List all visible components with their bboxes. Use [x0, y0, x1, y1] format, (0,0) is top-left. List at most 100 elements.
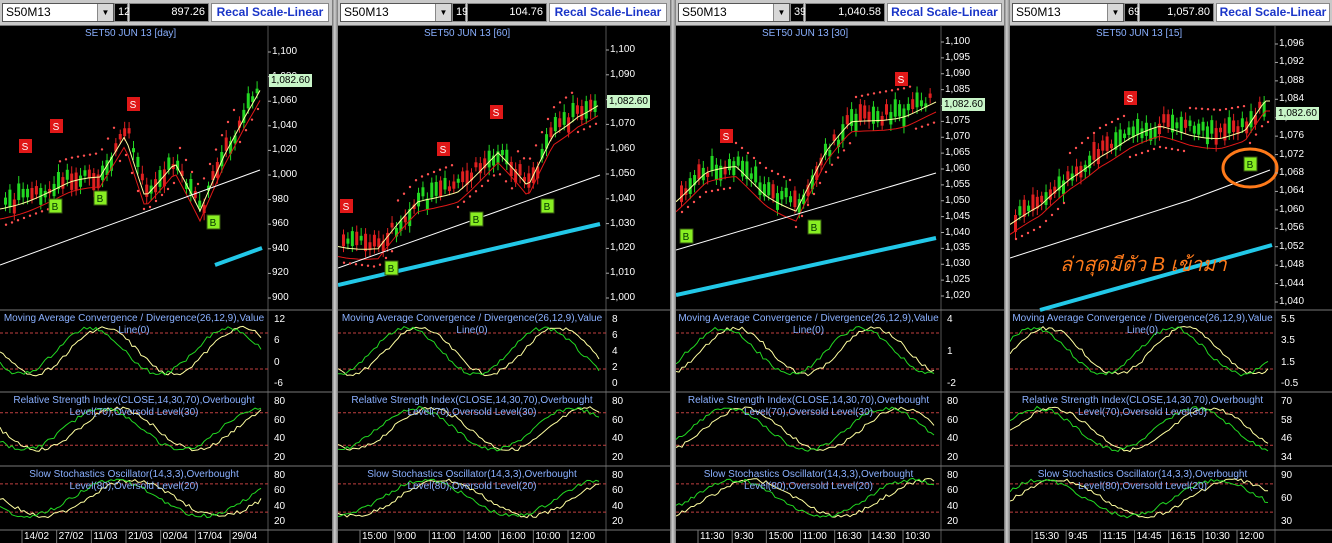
rsi-tick: 70: [1281, 396, 1293, 407]
candle: [527, 173, 531, 188]
sar-dot: [142, 207, 146, 211]
recal-scale-button[interactable]: Recal Scale-Linear: [1216, 3, 1330, 22]
sell-signal-marker: [19, 139, 32, 153]
sar-dot: [902, 87, 906, 90]
ema-slow-line: [676, 111, 937, 222]
chart-title: SET50 JUN 13 [60]: [424, 28, 511, 39]
macd-indicator-label: Moving Average Convergence / Divergence(…: [1012, 313, 1273, 336]
sar-dot: [1080, 141, 1084, 145]
symbol-select[interactable]: S50M13 ▼: [1012, 3, 1124, 22]
sar-dot: [100, 148, 104, 151]
candle: [1040, 195, 1044, 203]
macd-tick: 6: [274, 335, 280, 347]
sar-dot: [1038, 225, 1042, 229]
sar-dot: [842, 149, 846, 152]
candle: [514, 169, 518, 183]
candle: [841, 124, 845, 141]
candle: [211, 171, 215, 181]
candle: [850, 109, 854, 126]
candle: [34, 186, 38, 195]
candle: [1022, 199, 1026, 217]
candle: [1175, 122, 1179, 129]
candle: [233, 135, 237, 144]
sar-dot: [540, 131, 544, 134]
time-tick: 16:30: [836, 531, 862, 542]
sell-signal-label: S: [343, 202, 350, 213]
macd-tick: -2: [947, 378, 956, 389]
candle: [584, 101, 588, 119]
candle: [1031, 194, 1035, 211]
symbol-select[interactable]: S50M13 ▼: [340, 3, 452, 22]
current-price-label: 1,082.60: [269, 74, 312, 87]
time-tick: 11:00: [431, 531, 456, 542]
sell-signal-label: S: [440, 145, 447, 156]
chevron-down-icon[interactable]: ▼: [773, 4, 789, 21]
macd-tick: 1: [947, 346, 953, 357]
panel-splitter[interactable]: [332, 0, 338, 543]
rsi-tick: 40: [274, 433, 286, 445]
symbol-select[interactable]: S50M13 ▼: [2, 3, 114, 22]
sar-dot: [70, 156, 74, 159]
sar-dot: [1104, 123, 1108, 127]
stoch-tick: 20: [612, 516, 624, 527]
candle: [17, 183, 21, 201]
macd-tick: 1.5: [1281, 356, 1295, 368]
candle: [871, 106, 875, 124]
candle: [509, 161, 513, 177]
panel-splitter[interactable]: [670, 0, 676, 543]
candle: [1061, 180, 1065, 195]
macd-tick: 8: [612, 314, 618, 325]
symbol-select[interactable]: S50M13 ▼: [678, 3, 790, 22]
candle: [1184, 119, 1188, 128]
time-tick: 14:30: [870, 531, 896, 542]
trend-line: [1039, 243, 1273, 312]
candle: [26, 188, 30, 198]
sar-dot: [444, 166, 448, 169]
candle: [823, 143, 827, 156]
chevron-down-icon[interactable]: ▼: [1107, 4, 1123, 21]
sar-dot: [414, 179, 418, 182]
chevron-down-icon[interactable]: ▼: [435, 4, 451, 21]
candle: [558, 118, 562, 128]
rsi-line: [0, 406, 262, 452]
sar-dot: [178, 146, 182, 150]
recal-scale-button[interactable]: Recal Scale-Linear: [887, 3, 1002, 22]
price-tick: 1,000: [272, 169, 298, 180]
candle: [771, 184, 775, 199]
candle: [92, 173, 96, 191]
recal-scale-button[interactable]: Recal Scale-Linear: [549, 3, 667, 22]
candle: [745, 161, 749, 179]
sar-dot: [172, 181, 176, 185]
sar-dot: [552, 106, 556, 109]
rsi-tick: 40: [947, 433, 959, 445]
candle: [1066, 171, 1070, 180]
panel-splitter[interactable]: [1004, 0, 1010, 543]
sar-dot: [4, 223, 8, 226]
time-tick: 9:45: [1068, 531, 1088, 542]
candle: [1153, 127, 1157, 139]
trend-line: [214, 246, 263, 267]
stoch-line: [1010, 478, 1269, 519]
buy-signal-label: B: [473, 215, 480, 226]
stoch-tick: 40: [612, 500, 624, 512]
candle: [224, 137, 228, 151]
recal-scale-button[interactable]: Recal Scale-Linear: [211, 3, 329, 22]
candle: [87, 169, 91, 179]
sar-dot: [594, 122, 598, 126]
sar-dot: [462, 200, 466, 203]
price-tick: 1,048: [1279, 259, 1305, 271]
candle: [350, 231, 354, 247]
chevron-down-icon[interactable]: ▼: [97, 4, 113, 21]
candle: [237, 120, 241, 128]
candle: [575, 105, 579, 114]
stoch-tick: 80: [612, 470, 624, 481]
candle: [123, 128, 127, 137]
sar-dot: [680, 210, 684, 214]
candle: [452, 181, 456, 189]
candle: [749, 173, 753, 179]
annotation-note: ล่าสุดมีตัว B เข้ามา: [1060, 254, 1227, 276]
sar-dot: [1176, 148, 1180, 152]
sell-signal-label: S: [53, 122, 60, 133]
sar-dot: [76, 155, 80, 158]
candle: [114, 143, 118, 152]
